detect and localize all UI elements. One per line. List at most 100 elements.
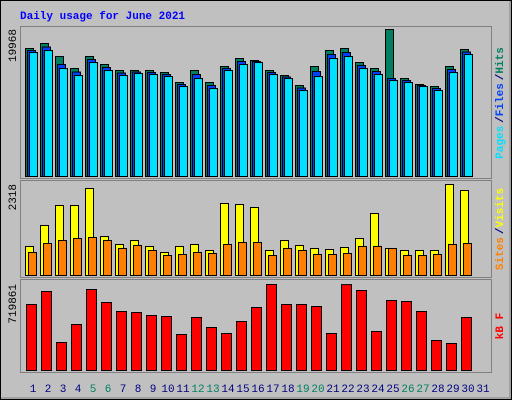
bar bbox=[238, 242, 247, 277]
x-tick-label: 6 bbox=[105, 384, 112, 396]
x-tick-label: 12 bbox=[191, 384, 204, 396]
bar bbox=[299, 90, 308, 177]
bar bbox=[223, 243, 232, 276]
bar bbox=[326, 333, 337, 371]
bar bbox=[43, 243, 52, 276]
x-tick-label: 3 bbox=[60, 384, 67, 396]
x-tick-label: 19 bbox=[296, 384, 309, 396]
bar bbox=[164, 76, 173, 177]
bar bbox=[251, 307, 262, 372]
x-tick-label: 16 bbox=[251, 384, 264, 396]
bar bbox=[373, 245, 382, 277]
bar bbox=[133, 245, 142, 276]
bar bbox=[71, 324, 82, 372]
bar bbox=[193, 251, 202, 277]
bar bbox=[434, 90, 443, 177]
legend-separator: / bbox=[495, 73, 507, 80]
bar bbox=[343, 253, 352, 277]
bar bbox=[59, 68, 68, 177]
bar bbox=[103, 240, 112, 276]
x-tick-label: 25 bbox=[386, 384, 399, 396]
bar bbox=[179, 86, 188, 177]
bar bbox=[73, 238, 82, 276]
bar bbox=[461, 317, 472, 372]
bar bbox=[89, 62, 98, 177]
bar bbox=[359, 68, 368, 177]
x-tick-label: 30 bbox=[461, 384, 474, 396]
bar bbox=[446, 343, 457, 371]
bar bbox=[28, 251, 37, 277]
legend-entry: Visits bbox=[495, 188, 507, 228]
bar bbox=[176, 334, 187, 371]
bar bbox=[178, 253, 187, 276]
bar bbox=[209, 88, 218, 177]
x-tick-label: 24 bbox=[371, 384, 385, 396]
bar bbox=[448, 243, 457, 276]
bar bbox=[371, 331, 382, 372]
x-tick-label: 14 bbox=[221, 384, 235, 396]
bar bbox=[356, 290, 367, 371]
bar bbox=[283, 247, 292, 276]
bar bbox=[208, 253, 217, 277]
x-tick-label: 23 bbox=[356, 384, 369, 396]
bar bbox=[449, 72, 458, 177]
bar bbox=[433, 253, 442, 276]
x-tick-label: 4 bbox=[75, 384, 82, 396]
x-tick-label: 10 bbox=[161, 384, 174, 396]
x-tick-label: 27 bbox=[416, 384, 429, 396]
bar bbox=[104, 70, 113, 177]
x-tick-label: 9 bbox=[150, 384, 157, 396]
bar bbox=[44, 50, 53, 177]
x-tick-label: 26 bbox=[401, 384, 414, 396]
legend-separator: / bbox=[495, 116, 507, 123]
bar bbox=[313, 253, 322, 276]
bar bbox=[298, 249, 307, 276]
legend-entry: Files bbox=[495, 83, 507, 116]
y-tick-label: 719861 bbox=[8, 284, 20, 324]
x-tick-label: 31 bbox=[476, 384, 490, 396]
x-tick-label: 15 bbox=[236, 384, 249, 396]
bar bbox=[386, 300, 397, 372]
bar bbox=[296, 304, 307, 371]
bar bbox=[314, 76, 323, 177]
y-tick-label: 2318 bbox=[8, 184, 20, 210]
bar bbox=[344, 56, 353, 177]
x-tick-label: 29 bbox=[446, 384, 459, 396]
x-tick-label: 5 bbox=[90, 384, 97, 396]
y-tick-label: 19968 bbox=[8, 29, 20, 62]
bar bbox=[388, 247, 397, 276]
bar bbox=[191, 317, 202, 372]
x-tick-label: 20 bbox=[311, 384, 324, 396]
bar bbox=[464, 54, 473, 178]
bar bbox=[281, 304, 292, 371]
bar bbox=[58, 240, 67, 276]
bar bbox=[341, 284, 352, 372]
x-tick-label: 2 bbox=[45, 384, 52, 396]
bar bbox=[26, 304, 37, 371]
bar bbox=[146, 315, 157, 372]
bar bbox=[118, 247, 127, 276]
legend: Pages/Files/Hits bbox=[495, 47, 507, 159]
bar bbox=[119, 75, 128, 177]
bar bbox=[221, 333, 232, 371]
bar bbox=[254, 62, 263, 177]
bar bbox=[134, 73, 143, 177]
bar bbox=[419, 86, 428, 177]
bar bbox=[268, 255, 277, 276]
bar bbox=[163, 255, 172, 276]
bar bbox=[88, 236, 97, 276]
bar bbox=[74, 75, 83, 177]
bar bbox=[253, 242, 262, 277]
x-tick-label: 11 bbox=[176, 384, 190, 396]
x-tick-label: 8 bbox=[135, 384, 142, 396]
bar bbox=[329, 58, 338, 177]
bar bbox=[284, 78, 293, 177]
bar bbox=[116, 311, 127, 371]
bar bbox=[269, 74, 278, 177]
bar bbox=[266, 284, 277, 371]
x-tick-label: 13 bbox=[206, 384, 219, 396]
bar bbox=[328, 253, 337, 276]
bar bbox=[194, 78, 203, 177]
legend: kB F bbox=[495, 313, 507, 339]
